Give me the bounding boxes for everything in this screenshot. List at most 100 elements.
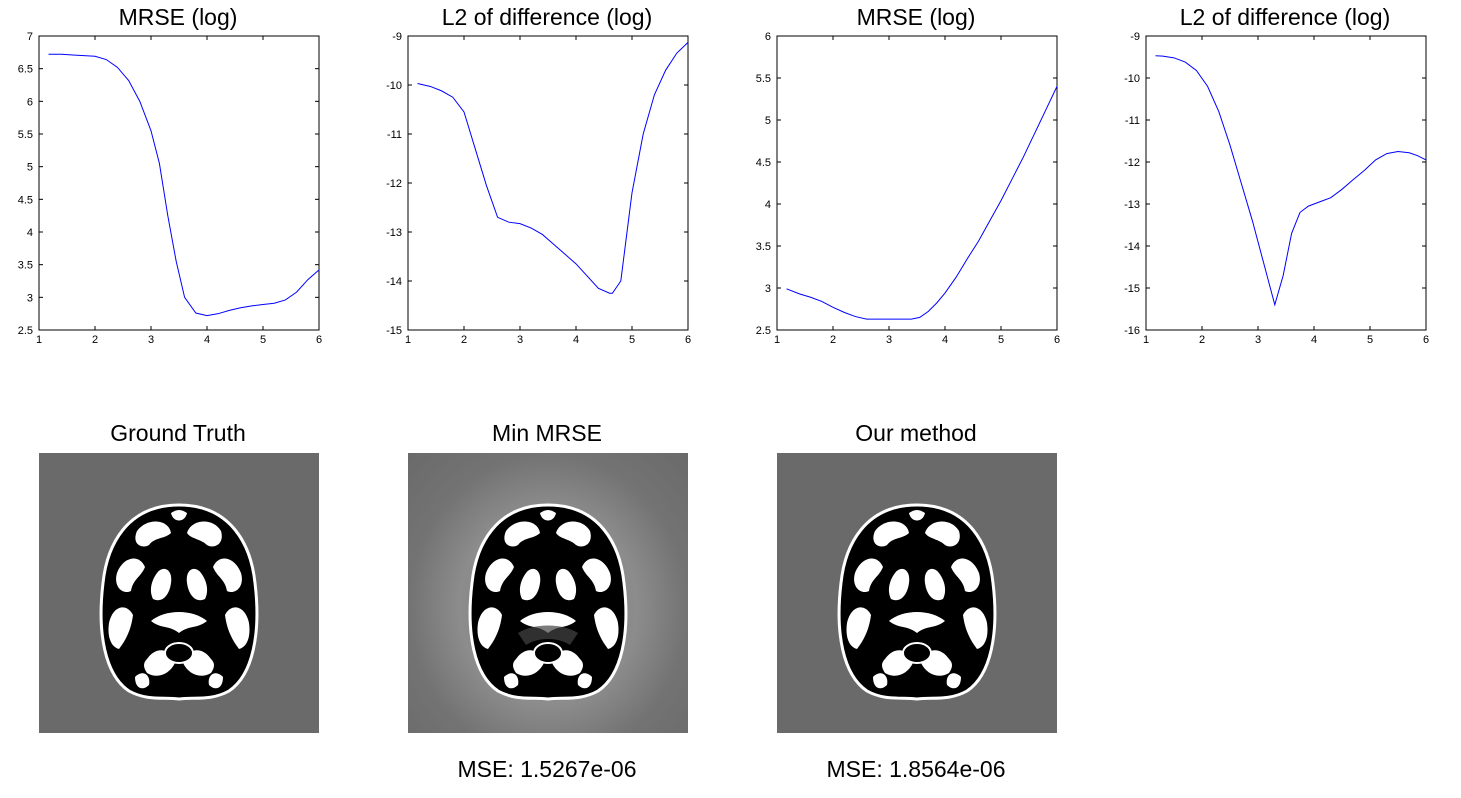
white-matter-region	[889, 612, 945, 633]
chart-mrse-2: 1 2 3 4 5 6 2.5 3 3.5 4 4.5 5 5.5 6	[756, 31, 1060, 346]
x-tick-label: 4	[1311, 334, 1317, 346]
white-matter-region	[846, 607, 871, 649]
y-tick-label: 7	[27, 31, 33, 43]
white-matter-region	[854, 558, 883, 593]
x-tick-label: 4	[204, 334, 210, 346]
ventricle	[905, 600, 929, 611]
white-matter-region	[520, 612, 576, 633]
white-matter-region	[582, 558, 611, 593]
chart-4-title: L2 of difference (log)	[1179, 4, 1391, 30]
y-tick-label: -9	[1130, 31, 1140, 43]
brainstem-region	[902, 642, 932, 664]
white-matter-region	[504, 673, 519, 689]
our-method-image	[777, 453, 1057, 733]
x-tick-label: 3	[148, 334, 154, 346]
x-tick-label: 5	[998, 334, 1004, 346]
x-tick-label: 1	[1143, 334, 1149, 346]
y-tick-label: 5.5	[18, 129, 33, 141]
white-matter-region	[873, 673, 888, 689]
white-matter-region	[577, 673, 592, 689]
y-tick-label: -11	[387, 129, 402, 141]
white-matter-region	[477, 607, 502, 649]
series-line-mrse	[786, 86, 1058, 320]
x-tick-label: 3	[517, 334, 523, 346]
x-tick-label: 5	[1367, 334, 1373, 346]
y-tick-label: -13	[1124, 199, 1140, 211]
y-tick-label: 5	[27, 162, 33, 174]
chart-l2-1: 1 2 3 4 5 6 -15 -14 -13 -12 -11 -10 -9	[386, 31, 691, 346]
min-mrse-mse-label: MSE: 1.5267e-06	[457, 756, 637, 782]
y-tick-label: -16	[1124, 325, 1140, 337]
x-tick-label: 3	[886, 334, 892, 346]
y-tick-label: 3	[765, 283, 771, 295]
y-tick-label: -13	[386, 227, 402, 239]
white-matter-region	[556, 521, 591, 547]
white-matter-region	[540, 510, 556, 521]
y-tick-label: -15	[1124, 283, 1140, 295]
x-tick-label: 6	[1423, 334, 1429, 346]
series-line-l2	[417, 42, 689, 294]
image-1-title: Ground Truth	[110, 420, 246, 446]
x-tick-label: 5	[629, 334, 635, 346]
white-matter-region	[925, 521, 960, 547]
plot-frame	[776, 35, 1058, 331]
white-matter-region	[504, 521, 540, 547]
white-matter-region	[171, 510, 187, 521]
y-tick-label: -15	[386, 325, 402, 337]
brainstem-region	[533, 642, 563, 664]
x-tick-label: 6	[316, 334, 322, 346]
white-matter-region	[873, 521, 909, 547]
plot-frame	[1145, 35, 1427, 331]
white-matter-region	[519, 568, 541, 601]
x-tick-label: 6	[1054, 334, 1060, 346]
y-tick-label: 3.5	[18, 260, 33, 272]
y-tick-label: -9	[392, 31, 402, 43]
y-tick-label: -12	[386, 178, 402, 190]
brain-slice-ground-truth	[99, 503, 259, 701]
x-tick-label: 6	[685, 334, 691, 346]
y-tick-label: 4.5	[756, 157, 771, 169]
ventricle	[536, 600, 560, 611]
white-matter-region	[135, 673, 150, 689]
y-tick-label: -11	[1125, 115, 1140, 127]
y-tick-label: 3.5	[756, 241, 771, 253]
y-tick-label: 4	[765, 199, 771, 211]
y-tick-label: -10	[1124, 73, 1140, 85]
white-matter-region	[594, 607, 619, 649]
chart-3-title: MRSE (log)	[856, 4, 976, 30]
y-tick-label: -10	[386, 80, 402, 92]
y-tick-label: 6.5	[18, 64, 33, 76]
our-method-mse-label: MSE: 1.8564e-06	[826, 756, 1006, 782]
y-tick-label: -14	[386, 276, 402, 288]
white-matter-region	[213, 558, 242, 593]
x-tick-label: 2	[92, 334, 98, 346]
artifact-region	[518, 625, 578, 645]
x-tick-label: 1	[405, 334, 411, 346]
image-2-title: Min MRSE	[492, 420, 602, 446]
y-tick-label: 5.5	[756, 73, 771, 85]
image-3-title: Our method	[855, 420, 977, 446]
white-matter-region	[485, 558, 514, 593]
y-tick-label: 5	[765, 115, 771, 127]
white-matter-region	[946, 673, 961, 689]
min-mrse-image	[408, 453, 688, 733]
x-tick-label: 3	[1255, 334, 1261, 346]
y-tick-label: 4.5	[18, 194, 33, 206]
series-line-l2	[1155, 55, 1427, 307]
y-tick-label: -14	[1124, 241, 1140, 253]
chart-mrse-1: 1 2 3 4 5 6 2.5 3 3.5 4 4.5 5 5.5 6 6.5 7	[18, 31, 322, 346]
white-matter-region	[187, 521, 222, 547]
white-matter-region	[951, 558, 980, 593]
white-matter-region	[909, 510, 925, 521]
x-tick-label: 1	[774, 334, 780, 346]
white-matter-region	[208, 673, 223, 689]
white-matter-region	[151, 612, 207, 633]
y-tick-label: 3	[27, 292, 33, 304]
x-tick-label: 2	[830, 334, 836, 346]
white-matter-region	[924, 568, 946, 601]
series-line-mrse	[48, 53, 320, 317]
brain-slice-our-method	[837, 503, 997, 701]
x-tick-label: 4	[573, 334, 579, 346]
y-tick-label: 2.5	[756, 325, 771, 337]
x-tick-label: 5	[260, 334, 266, 346]
